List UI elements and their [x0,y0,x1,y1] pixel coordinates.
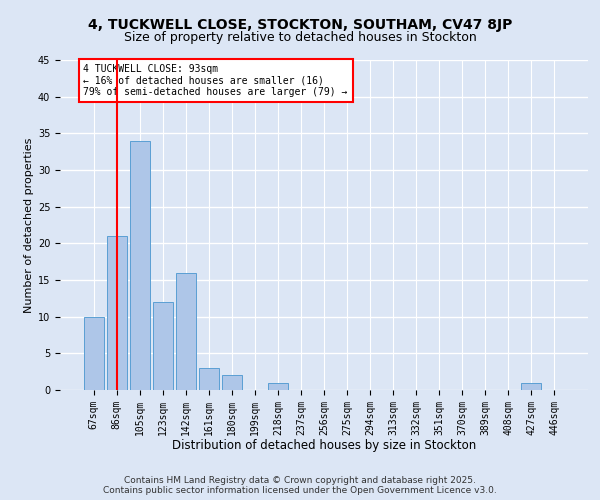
Y-axis label: Number of detached properties: Number of detached properties [23,138,34,312]
Text: 4, TUCKWELL CLOSE, STOCKTON, SOUTHAM, CV47 8JP: 4, TUCKWELL CLOSE, STOCKTON, SOUTHAM, CV… [88,18,512,32]
Bar [84,316,104,390]
Bar [521,382,541,390]
Bar [130,140,149,390]
Bar [268,382,288,390]
Bar [153,302,173,390]
Bar [176,272,196,390]
Text: Size of property relative to detached houses in Stockton: Size of property relative to detached ho… [124,31,476,44]
Bar [107,236,127,390]
Text: 4 TUCKWELL CLOSE: 93sqm
← 16% of detached houses are smaller (16)
79% of semi-de: 4 TUCKWELL CLOSE: 93sqm ← 16% of detache… [83,64,348,97]
X-axis label: Distribution of detached houses by size in Stockton: Distribution of detached houses by size … [172,439,476,452]
Text: Contains HM Land Registry data © Crown copyright and database right 2025.
Contai: Contains HM Land Registry data © Crown c… [103,476,497,495]
Bar [199,368,218,390]
Bar [222,376,242,390]
